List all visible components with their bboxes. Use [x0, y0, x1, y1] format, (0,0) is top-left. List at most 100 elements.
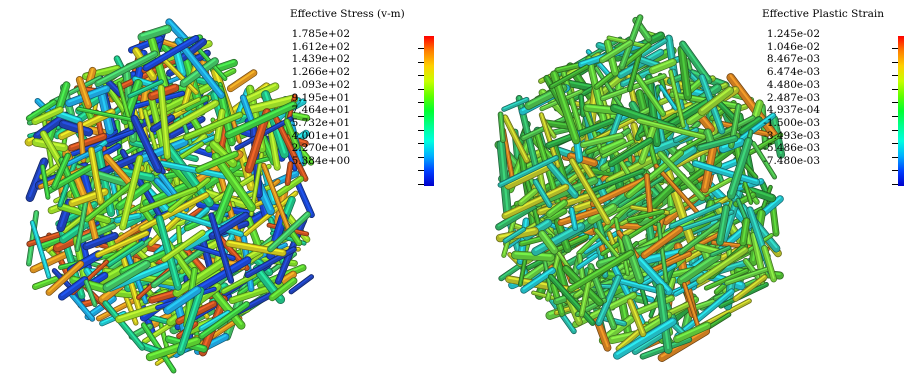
fiber-highlight — [650, 301, 691, 321]
fiber-highlight — [34, 107, 61, 122]
fiber — [174, 97, 201, 112]
fiber — [504, 161, 556, 189]
fiber-highlight — [286, 162, 292, 183]
fiber — [567, 250, 634, 292]
fiber — [151, 247, 205, 288]
fiber-highlight — [179, 288, 202, 352]
fiber-highlight — [694, 161, 758, 182]
fiber — [692, 160, 760, 185]
fiber-highlight — [499, 112, 504, 140]
stress-legend-label: 5.384e+00 — [291, 155, 350, 167]
stress-legend-label: 9.195e+01 — [291, 91, 350, 104]
fiber-highlight — [734, 275, 766, 299]
fiber-highlight — [614, 277, 665, 292]
fiber-highlight — [275, 117, 307, 179]
fiber-highlight — [585, 169, 644, 193]
fiber — [104, 78, 123, 97]
fiber-highlight — [101, 144, 120, 156]
fiber — [739, 116, 763, 135]
fiber — [58, 276, 88, 300]
fiber-highlight — [670, 203, 720, 226]
fiber-highlight — [167, 101, 217, 130]
fiber — [128, 79, 164, 98]
strain-colorbar-tick — [892, 156, 898, 158]
strain-legend-label: 1.046e-02 — [766, 40, 820, 53]
stress-legend-label: 1.612e+02 — [291, 40, 350, 53]
fiber-highlight — [570, 208, 576, 228]
stress-colorbar-tick — [418, 88, 424, 90]
stress-legend-label: 1.266e+02 — [291, 66, 350, 79]
fiber — [199, 310, 231, 331]
fiber — [696, 247, 748, 284]
fiber — [221, 273, 257, 294]
fiber-highlight — [76, 200, 87, 250]
strain-legend-label: 1.245e-02 — [766, 28, 820, 40]
fiber — [605, 152, 661, 184]
fiber-highlight — [592, 174, 652, 204]
fiber-highlight — [90, 148, 102, 201]
fiber-highlight — [697, 244, 720, 252]
fiber-highlight — [70, 134, 105, 148]
fiber-highlight — [670, 70, 684, 126]
fiber-highlight — [97, 231, 148, 255]
fiber — [139, 186, 198, 213]
fiber — [502, 184, 569, 219]
fiber-highlight — [674, 279, 701, 294]
fiber-highlight — [571, 159, 609, 222]
fiber — [576, 203, 633, 256]
fiber-highlight — [64, 130, 133, 157]
fiber — [143, 35, 199, 71]
fiber — [599, 40, 633, 63]
fiber-highlight — [175, 98, 200, 111]
fiber — [185, 95, 209, 111]
fiber — [713, 279, 757, 301]
strain-legend-title: Effective Plastic Strain — [762, 8, 884, 20]
fiber — [139, 192, 209, 232]
fiber-bundle — [24, 18, 315, 374]
strain-legend-label: 6.474e-03 — [766, 66, 820, 79]
fiber — [138, 25, 172, 41]
fiber-highlight — [651, 59, 674, 70]
fiber — [546, 118, 615, 148]
fiber-highlight — [602, 140, 633, 157]
fiber-highlight — [200, 302, 248, 336]
fiber-highlight — [666, 97, 713, 127]
fiber — [641, 226, 683, 259]
fiber — [520, 267, 556, 293]
fiber — [649, 58, 677, 74]
fiber — [191, 256, 251, 295]
stress-panel: Effective Stress (v-m) 1.785e+02 1.612e+0… — [24, 8, 434, 374]
fiber — [617, 49, 664, 79]
strain-legend-label: 4.480e-03 — [766, 78, 820, 91]
fiber-highlight — [67, 146, 101, 164]
fiber-highlight — [160, 85, 169, 156]
fiber-highlight — [615, 217, 629, 274]
fiber — [558, 207, 602, 226]
fiber — [199, 301, 250, 339]
fiber-highlight — [719, 205, 728, 242]
fiber-highlight — [269, 212, 309, 249]
fiber-highlight — [200, 311, 229, 329]
fiber — [32, 106, 64, 125]
fiber — [242, 83, 279, 104]
fiber-highlight — [613, 105, 674, 128]
fiber-highlight — [744, 182, 752, 203]
fiber-highlight — [711, 246, 730, 255]
fiber-highlight — [730, 138, 750, 195]
fiber-highlight — [560, 208, 600, 223]
fiber — [677, 252, 721, 285]
fiber-highlight — [541, 231, 556, 250]
fiber — [580, 133, 624, 148]
fiber-highlight — [705, 269, 747, 288]
fiber-highlight — [104, 241, 136, 263]
fiber-highlight — [118, 303, 163, 319]
fiber-highlight — [244, 96, 295, 111]
fiber — [46, 261, 84, 296]
fiber-highlight — [681, 41, 710, 81]
fiber-highlight — [629, 51, 641, 90]
fiber-highlight — [504, 227, 525, 241]
fiber — [59, 120, 93, 136]
fiber — [154, 178, 174, 198]
fiber — [531, 222, 585, 256]
fiber — [95, 51, 158, 87]
